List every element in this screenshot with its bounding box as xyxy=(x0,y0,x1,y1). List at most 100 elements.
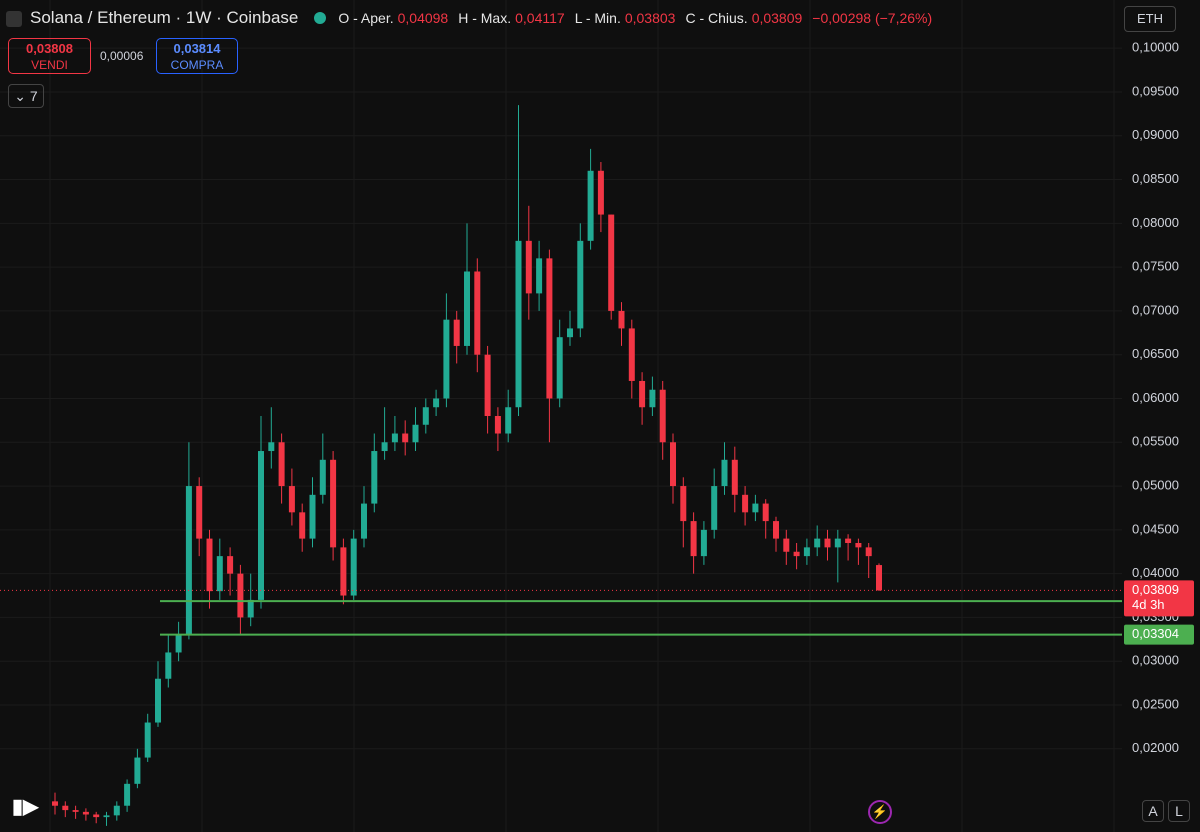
candle-body xyxy=(82,811,89,815)
candle-body xyxy=(536,258,543,294)
candle-body xyxy=(855,542,862,548)
candle-body xyxy=(628,328,635,381)
candle-body xyxy=(680,486,687,522)
candle-body xyxy=(824,538,831,548)
y-tick-label: 0,03000 xyxy=(1132,653,1179,668)
chart-title: Solana / Ethereum · 1W · Coinbase xyxy=(30,8,299,27)
ohlc-label: C - Chius. xyxy=(685,10,748,26)
candle-body xyxy=(649,389,656,408)
candle-body xyxy=(577,240,584,329)
symbol-icon xyxy=(6,11,22,27)
candle-body xyxy=(371,451,378,504)
candle-body xyxy=(793,551,800,557)
last-price-label: 0,03809 xyxy=(1132,582,1179,597)
candle-body xyxy=(196,486,203,539)
candle-body xyxy=(597,170,604,215)
candle-body xyxy=(391,433,398,443)
candle-body xyxy=(546,258,553,399)
candle-body xyxy=(515,240,522,408)
y-tick-label: 0,08500 xyxy=(1132,171,1179,186)
candle-body xyxy=(144,722,151,758)
candle-body xyxy=(556,337,563,399)
candle-body xyxy=(206,538,213,592)
candle-body xyxy=(670,442,676,487)
candle-body xyxy=(773,521,779,539)
y-tick-label: 0,09000 xyxy=(1132,127,1179,142)
auto-scale[interactable]: A xyxy=(1142,800,1164,822)
candle-body xyxy=(52,801,58,806)
y-tick-label: 0,04500 xyxy=(1132,521,1179,536)
ohlc-value: 0,04098 xyxy=(397,10,449,26)
candle-body xyxy=(185,486,192,635)
y-tick-label: 0,07000 xyxy=(1132,302,1179,317)
candle-body xyxy=(216,556,223,592)
y-tick-label: 0,05500 xyxy=(1132,434,1179,449)
candle-body xyxy=(124,783,131,806)
candle-body xyxy=(762,503,769,522)
ohlc-value: 0,03803 xyxy=(624,10,676,26)
y-tick-label: 0,07500 xyxy=(1132,259,1179,274)
last-price-tag xyxy=(1124,580,1194,617)
candle-body xyxy=(319,459,326,495)
lightning-button[interactable]: ⚡ xyxy=(868,800,892,824)
candle-body xyxy=(453,319,460,346)
candle-body xyxy=(525,240,532,294)
candle-body xyxy=(783,538,790,552)
candle-body xyxy=(814,538,821,548)
y-tick-label: 0,04000 xyxy=(1132,565,1179,580)
header: Solana / Ethereum · 1W · Coinbase O - Ap… xyxy=(30,8,932,28)
candle-body xyxy=(175,634,182,653)
candle-body xyxy=(711,486,718,530)
ohlc-label: L - Min. xyxy=(574,10,621,26)
sell-label: VENDI xyxy=(31,58,68,72)
candle-body xyxy=(659,389,666,443)
y-tick-label: 0,10000 xyxy=(1132,40,1179,55)
candle-body xyxy=(155,678,161,723)
candle-body xyxy=(845,538,852,543)
indicators-toggle[interactable]: ⌄ 7 xyxy=(8,84,44,108)
candle-body xyxy=(72,810,79,812)
buy-label: COMPRA xyxy=(170,58,224,72)
candle-body xyxy=(608,214,615,311)
ohlc-label: H - Max. xyxy=(458,10,512,26)
candle-body xyxy=(721,459,728,487)
candle-body xyxy=(752,503,759,513)
candle-body xyxy=(309,494,316,539)
candle-body xyxy=(381,442,388,452)
candle-body xyxy=(690,521,697,557)
candle-body xyxy=(587,170,594,241)
candle-body xyxy=(700,529,707,557)
candle-body xyxy=(731,459,738,495)
currency-select[interactable]: ETH xyxy=(1124,6,1176,32)
status-dot xyxy=(314,12,327,24)
candle-body xyxy=(639,380,646,408)
candle-body xyxy=(443,319,450,399)
y-tick-label: 0,06500 xyxy=(1132,346,1179,361)
sell-button[interactable]: 0,03808 VENDI xyxy=(8,38,91,74)
level-tag xyxy=(1124,624,1194,645)
candle-body xyxy=(103,815,110,818)
candle-body xyxy=(474,271,481,355)
candle-body xyxy=(278,442,285,487)
ohlc-label: O - Aper. xyxy=(338,10,394,26)
candle-body xyxy=(268,442,275,452)
candle-body xyxy=(618,310,625,329)
sell-price: 0,03808 xyxy=(26,41,73,56)
y-tick-label: 0,08000 xyxy=(1132,215,1179,230)
candle-body xyxy=(247,599,254,618)
y-tick-label: 0,09500 xyxy=(1132,83,1179,98)
candle-body xyxy=(422,407,429,425)
candle-body xyxy=(484,354,491,416)
logo: ▮▶ xyxy=(12,796,39,818)
spread: 0,00006 xyxy=(100,49,144,63)
candle-body xyxy=(330,459,337,548)
level-label: 0,03304 xyxy=(1132,626,1179,641)
candle-body xyxy=(412,424,419,443)
candle-body xyxy=(567,328,573,338)
y-tick-label: 0,05000 xyxy=(1132,478,1179,493)
candle-body xyxy=(402,433,409,443)
candle-body xyxy=(113,805,120,816)
log-scale[interactable]: L xyxy=(1168,800,1190,822)
buy-button[interactable]: 0,03814 COMPRA xyxy=(156,38,238,74)
